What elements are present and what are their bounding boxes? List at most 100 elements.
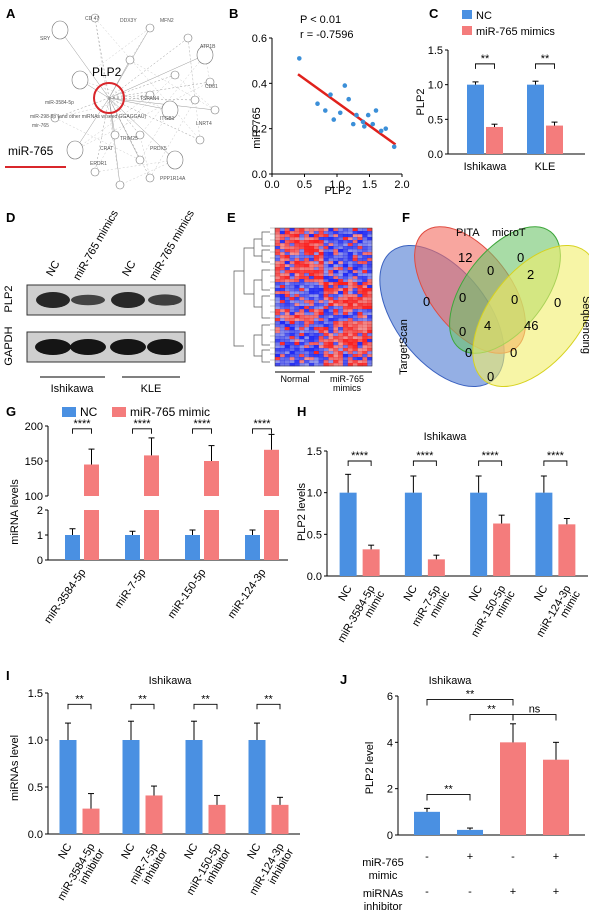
e-heatmap-cell [328, 351, 334, 355]
e-heatmap-cell [328, 231, 334, 235]
e-heatmap-cell [299, 237, 305, 241]
e-heatmap-cell [367, 345, 373, 349]
e-heatmap-cell [328, 234, 334, 238]
e-heatmap-cell [318, 303, 324, 307]
e-heatmap-cell [289, 276, 295, 280]
e-heatmap-cell [313, 240, 319, 244]
plp2-network-label: PLP2 [92, 65, 122, 79]
e-heatmap-cell [275, 279, 281, 283]
b-data-point [328, 92, 333, 97]
e-heatmap-cell [338, 228, 344, 232]
network-node [183, 33, 193, 43]
e-heatmap-cell [299, 345, 305, 349]
network-node-label: ERDR1 [90, 161, 107, 167]
e-heatmap-cell [347, 342, 353, 346]
e-heatmap-cell [279, 348, 285, 352]
e-heatmap-cell [279, 309, 285, 313]
e-heatmap-cell [347, 333, 353, 337]
e-heatmap-cell [275, 231, 281, 235]
network-edge [74, 81, 211, 151]
e-heatmap-cell [299, 348, 305, 352]
e-heatmap-cell [333, 321, 339, 325]
e-heatmap-cell [333, 258, 339, 262]
c-category-label: Ishikawa [464, 161, 508, 173]
i-bar-chart: 0.00.51.01.5NCmiR-3584-5pinhibitor**NCmi… [28, 688, 300, 903]
b-x-tick-label: 0.5 [297, 179, 312, 191]
e-heatmap-cell [275, 240, 281, 244]
e-heatmap-cell [279, 306, 285, 310]
e-heatmap-cell [304, 321, 310, 325]
e-heatmap-cell [338, 273, 344, 277]
e-heatmap-cell [294, 276, 300, 280]
e-heatmap-cell [352, 285, 358, 289]
e-heatmap-cell [367, 288, 373, 292]
j-row2-sign: + [510, 886, 516, 898]
e-heatmap-cell [294, 354, 300, 358]
e-heatmap-cell [362, 231, 368, 235]
e-heatmap-cell [342, 276, 349, 280]
e-heatmap-cell [289, 360, 295, 364]
e-heatmap-cell [323, 228, 329, 232]
e-heatmap-cell [338, 354, 344, 358]
e-heatmap-cell [357, 324, 363, 328]
e-heatmap-cell [367, 228, 373, 232]
e-heatmap-cell [357, 291, 363, 295]
e-heatmap-cell [299, 297, 305, 301]
e-heatmap-cell [323, 255, 329, 259]
e-heatmap-cell [304, 252, 310, 256]
network-node [205, 77, 215, 87]
j-row2-label-a: miRNAs [363, 888, 404, 900]
e-heatmap-cell [299, 312, 305, 316]
western-blot-bands [26, 284, 186, 363]
e-heatmap-cell [308, 264, 315, 268]
e-heatmap-cell [275, 312, 281, 316]
e-heatmap-cell [342, 348, 349, 352]
e-heatmap-cell [308, 270, 315, 274]
e-heatmap-cell [367, 324, 373, 328]
h-sig-label: **** [547, 450, 565, 462]
venn-n-microt: 0 [517, 250, 524, 265]
e-heatmap-cell [328, 297, 334, 301]
e-heatmap-cell [308, 306, 315, 310]
e-heatmap-cell [357, 240, 363, 244]
e-heatmap-cell [338, 333, 344, 337]
e-heatmap-cell [362, 300, 368, 304]
e-dendrogram-branch [243, 247, 254, 295]
e-heatmap-cell [299, 228, 305, 232]
e-heatmap-cell [323, 270, 329, 274]
i-sig-bracket [130, 703, 155, 710]
e-heatmap-cell [352, 279, 358, 283]
e-heatmap-cell [333, 291, 339, 295]
network-edge [108, 97, 116, 136]
e-heatmap-cell [362, 360, 368, 364]
e-heatmap-cell [294, 285, 300, 289]
e-heatmap-cell [299, 351, 305, 355]
e-heatmap-cell [304, 351, 310, 355]
e-heatmap-cell [275, 261, 281, 265]
e-heatmap-cell [328, 318, 334, 322]
e-heatmap-cell [347, 360, 353, 364]
e-heatmap-cell [304, 315, 310, 319]
e-heatmap-cell [318, 345, 324, 349]
e-heatmap-cell [352, 282, 358, 286]
e-heatmap-cell [367, 330, 373, 334]
e-heatmap-cell [328, 336, 334, 340]
e-heatmap-cell [362, 306, 368, 310]
e-heatmap-cell [299, 324, 305, 328]
e-heatmap-cell [347, 330, 353, 334]
e-heatmap-cell [294, 249, 300, 253]
e-heatmap-cell [367, 297, 373, 301]
e-heatmap-cell [318, 267, 324, 271]
g-category-label: miR-7-5p [113, 567, 149, 611]
e-heatmap-cell [352, 288, 358, 292]
e-heatmap-cell [294, 237, 300, 241]
e-heatmap-cell [279, 258, 285, 262]
e-heatmap-cell [323, 294, 329, 298]
e-heatmap-cell [289, 339, 295, 343]
e-heatmap-cell [284, 270, 290, 274]
e-heatmap-cell [338, 279, 344, 283]
e-heatmap-cell [299, 330, 305, 334]
e-heatmap-cell [338, 231, 344, 235]
e-heatmap-cell [294, 270, 300, 274]
e-heatmap-cell [289, 237, 295, 241]
